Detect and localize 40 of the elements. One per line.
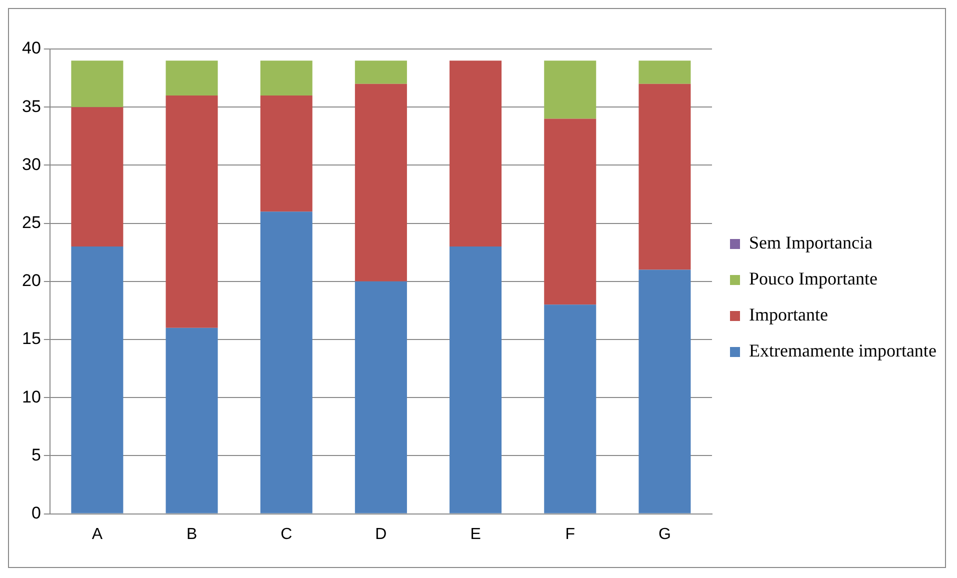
bar	[638, 270, 691, 514]
bar	[166, 60, 218, 96]
bar	[544, 118, 596, 305]
bar	[71, 60, 124, 108]
bar	[354, 281, 407, 514]
x-tick-label: E	[470, 526, 481, 543]
y-tick-label: 30	[22, 154, 41, 174]
bar	[166, 95, 218, 328]
bar	[450, 60, 502, 247]
y-tick-label: 0	[31, 503, 41, 522]
legend-label: Pouco Importante	[749, 268, 878, 289]
bar	[544, 60, 596, 119]
bar	[71, 246, 124, 514]
legend-label: Sem Importancia	[749, 232, 872, 253]
x-tick-label: C	[280, 526, 292, 543]
bar	[71, 107, 124, 247]
bar	[354, 60, 407, 84]
bar	[260, 95, 312, 212]
bar	[450, 246, 502, 514]
y-tick-label: 35	[22, 96, 41, 116]
bar	[260, 212, 312, 514]
y-tick-label: 5	[31, 445, 41, 464]
bar	[354, 84, 407, 282]
x-tick-label: B	[186, 526, 198, 543]
legend-label: Importante	[749, 304, 828, 325]
legend-label: Extremamente importante	[749, 340, 936, 361]
bar	[260, 60, 312, 96]
x-tick-label: F	[565, 526, 576, 543]
y-tick-label: 25	[22, 212, 41, 232]
bar	[166, 328, 218, 514]
x-tick-label: D	[375, 526, 387, 543]
bar	[638, 84, 691, 270]
y-tick-label: 15	[22, 329, 41, 348]
x-tick-label: G	[658, 526, 671, 543]
y-tick-label: 40	[22, 38, 41, 58]
x-tick-label: A	[92, 526, 103, 543]
bar	[544, 304, 596, 514]
y-tick-label: 10	[22, 387, 41, 406]
y-tick-label: 20	[22, 271, 41, 290]
bar	[638, 60, 691, 84]
